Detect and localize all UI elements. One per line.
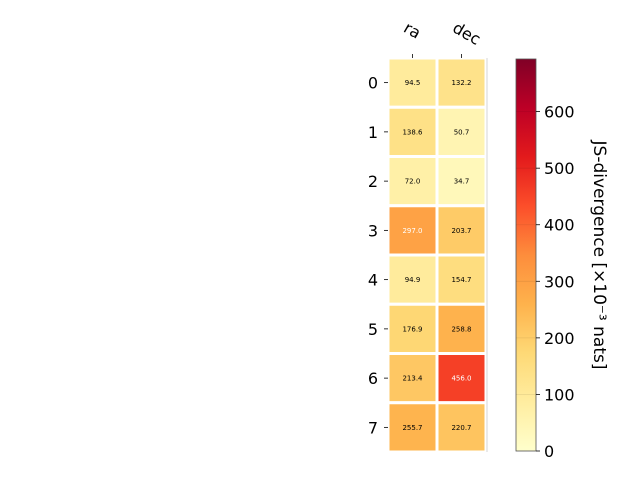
cell-value-label-4-0: 94.9 xyxy=(405,276,421,284)
cell-value-label-2-0: 72.0 xyxy=(405,178,421,186)
colorbar-tick-label-300: 300 xyxy=(544,272,575,291)
cell-value-label-5-1: 258.8 xyxy=(451,325,471,333)
cell-value-label-0-0: 94.5 xyxy=(405,79,421,87)
colorbar-tick-label-400: 400 xyxy=(544,216,575,235)
heatmap-cells: 94.5 132.2 138.6 50.7 72.0 34.7 297.0 203.7 94.9… xyxy=(386,56,488,454)
colorbar-gradient xyxy=(515,58,537,452)
row-label-5: 5 xyxy=(368,320,378,339)
colorbar-ticks: 0 100 200 300 400 500 600 xyxy=(516,103,575,461)
row-label-2: 2 xyxy=(368,172,378,191)
cell-value-label-1-1: 50.7 xyxy=(454,128,470,136)
cell-value-label-1-0: 138.6 xyxy=(402,128,423,136)
colorbar xyxy=(515,58,537,452)
colorbar-tick-label-200: 200 xyxy=(544,329,575,348)
cell-value-label-6-1: 456.0 xyxy=(451,375,471,383)
cell-value-label-0-1: 132.2 xyxy=(451,79,471,87)
heatmap-cell-2-1 xyxy=(435,155,488,208)
cell-value-label-3-0: 297.0 xyxy=(402,227,422,235)
colorbar-tick-label-500: 500 xyxy=(544,159,575,178)
colorbar-tick-label-100: 100 xyxy=(544,385,575,404)
colorbar-tick-label-0: 0 xyxy=(544,442,554,461)
heatmap-cell-7-1 xyxy=(435,401,488,454)
colorbar-label: JS-divergence [×10⁻³ nats] xyxy=(589,140,609,370)
cell-value-label-2-1: 34.7 xyxy=(454,178,470,186)
row-labels: 0 1 2 3 4 5 6 7 xyxy=(368,58,488,452)
colorbar-tick-label-600: 600 xyxy=(544,103,575,122)
cell-value-label-5-0: 176.9 xyxy=(402,325,422,333)
cell-value-label-7-0: 255.7 xyxy=(402,424,422,432)
heatmap-cell-1-1 xyxy=(435,105,488,158)
row-label-7: 7 xyxy=(368,418,378,437)
cell-value-label-4-1: 154.7 xyxy=(451,276,471,284)
row-label-1: 1 xyxy=(368,123,378,142)
row-label-6: 6 xyxy=(368,369,378,388)
row-label-3: 3 xyxy=(368,221,378,240)
cell-value-label-6-0: 213.4 xyxy=(402,375,423,383)
cell-value-label-3-1: 203.7 xyxy=(451,227,471,235)
heatmap-cell-4-1 xyxy=(435,253,488,306)
column-label-dec: dec xyxy=(450,18,484,49)
row-label-0: 0 xyxy=(368,74,378,93)
column-labels: ra dec xyxy=(401,18,484,58)
column-label-ra: ra xyxy=(401,18,425,43)
heatmap-cell-3-1 xyxy=(435,204,488,257)
row-label-4: 4 xyxy=(368,271,378,290)
cell-value-label-7-1: 220.7 xyxy=(451,424,471,432)
